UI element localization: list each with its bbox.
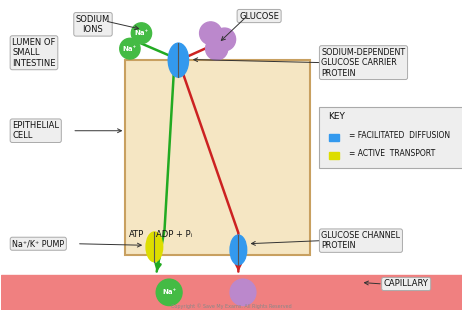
Text: ATP: ATP: [129, 230, 145, 239]
Text: CAPILLARY: CAPILLARY: [384, 280, 428, 289]
Text: Na⁺: Na⁺: [123, 46, 137, 52]
Ellipse shape: [156, 279, 182, 306]
FancyBboxPatch shape: [319, 107, 465, 168]
Ellipse shape: [230, 235, 246, 265]
Ellipse shape: [230, 279, 256, 306]
Text: Na⁺: Na⁺: [162, 289, 176, 295]
Text: = FACILITATED  DIFFUSION: = FACILITATED DIFFUSION: [349, 131, 450, 140]
Ellipse shape: [168, 43, 189, 77]
Text: Na⁺/K⁺ PUMP: Na⁺/K⁺ PUMP: [12, 239, 64, 248]
Text: GLUCOSE: GLUCOSE: [239, 12, 279, 21]
Text: LUMEN OF
SMALL
INTESTINE: LUMEN OF SMALL INTESTINE: [12, 38, 56, 68]
Ellipse shape: [200, 22, 222, 44]
Ellipse shape: [146, 232, 163, 262]
Bar: [0, 275, 462, 310]
Text: Na⁺: Na⁺: [134, 30, 148, 36]
Text: = ACTIVE  TRANSPORT: = ACTIVE TRANSPORT: [349, 150, 435, 158]
Ellipse shape: [213, 28, 236, 51]
Text: SODIUM
IONS: SODIUM IONS: [76, 15, 110, 34]
Text: KEY: KEY: [328, 112, 345, 121]
Text: EPITHELIAL
CELL: EPITHELIAL CELL: [12, 121, 59, 141]
Text: SODIUM-DEPENDENT
GLUCOSE CARRIER
PROTEIN: SODIUM-DEPENDENT GLUCOSE CARRIER PROTEIN: [321, 48, 406, 77]
Text: Copyright © Save My Exams. All Rights Reserved: Copyright © Save My Exams. All Rights Re…: [171, 303, 292, 309]
Bar: [329, 152, 339, 159]
Bar: [125, 59, 310, 255]
Bar: [329, 134, 339, 141]
Text: GLUCOSE CHANNEL
PROTEIN: GLUCOSE CHANNEL PROTEIN: [321, 231, 401, 250]
Ellipse shape: [206, 37, 228, 60]
Ellipse shape: [131, 23, 152, 44]
Ellipse shape: [120, 38, 140, 59]
Text: ADP + Pᵢ: ADP + Pᵢ: [155, 230, 192, 239]
